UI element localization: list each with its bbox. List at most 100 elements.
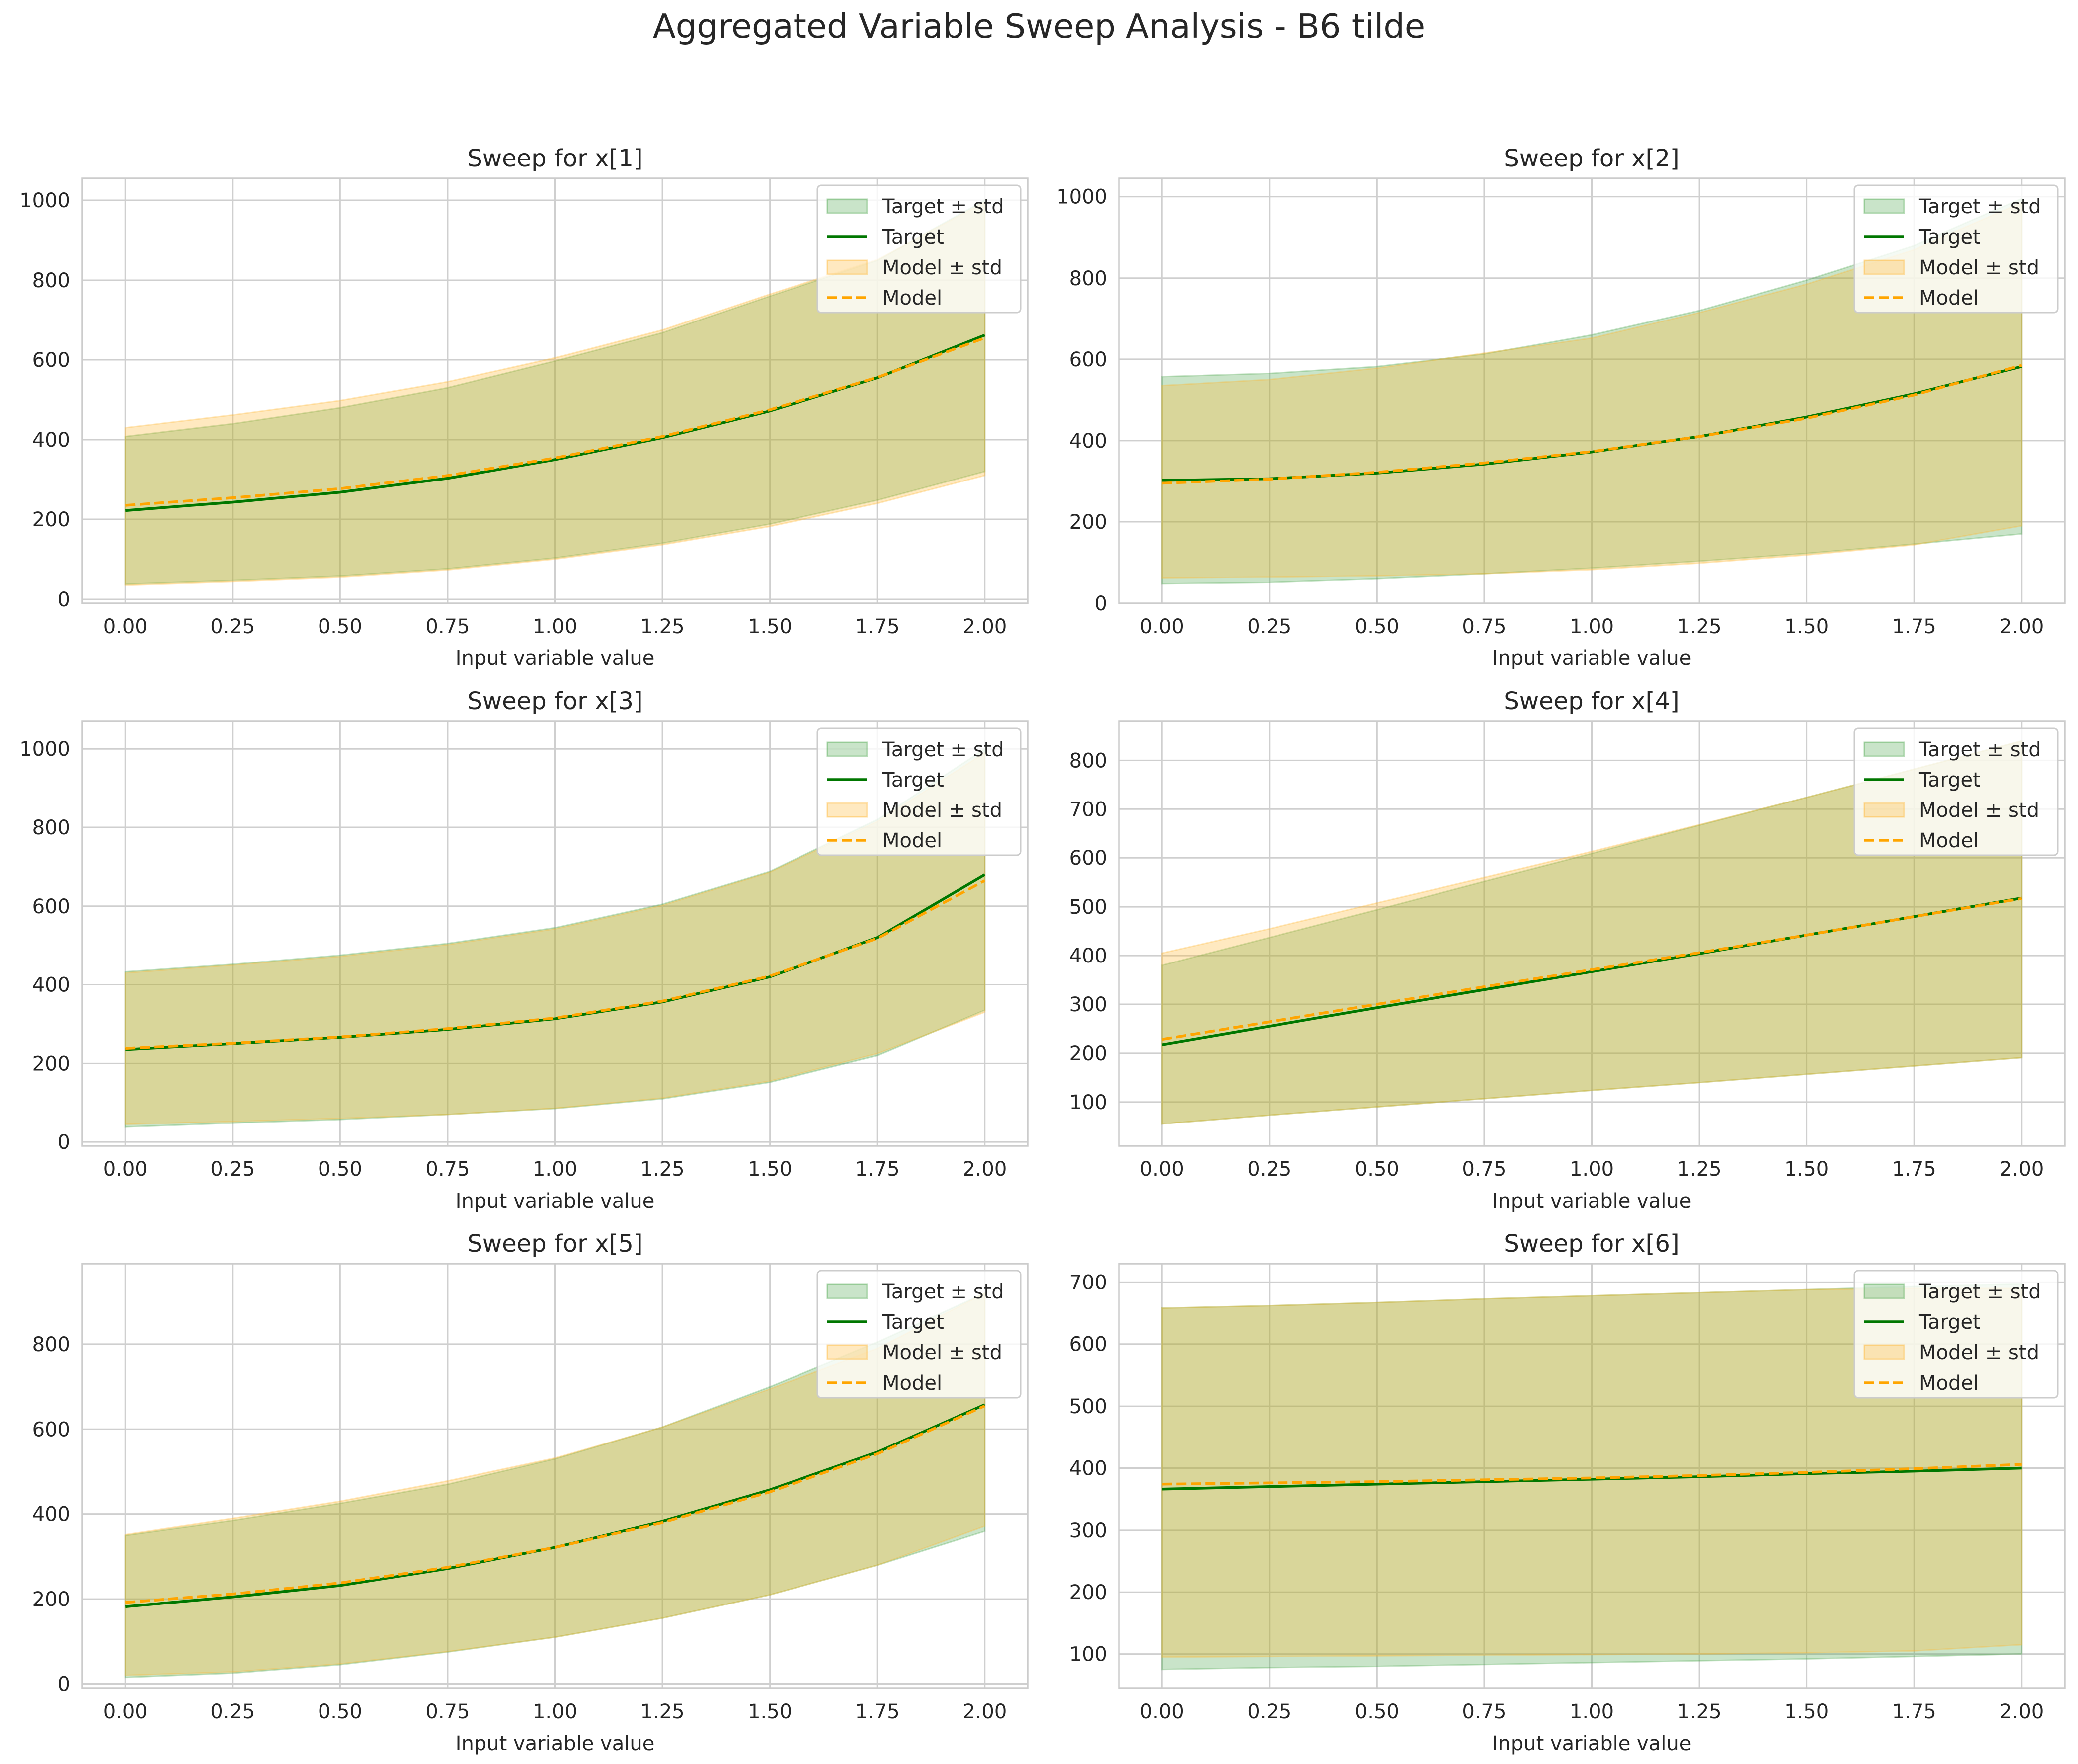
x-tick-label: 1.75	[1892, 615, 1936, 638]
legend-target-std-swatch	[826, 741, 868, 757]
x-tick-label: 0.00	[103, 615, 148, 638]
legend-model-std-swatch	[1863, 1344, 1905, 1360]
subplot-title: Sweep for x[3]	[467, 687, 642, 715]
y-tick-label: 400	[32, 974, 70, 997]
target-line	[1162, 365, 2022, 482]
x-tick-label: 1.25	[640, 1700, 685, 1723]
x-tick-label: 1.00	[1570, 615, 1614, 638]
y-tick-label: 400	[1069, 430, 1107, 453]
model-std-band	[124, 751, 986, 1125]
target-std-band	[124, 1292, 986, 1679]
x-tick-label: 1.50	[1784, 1158, 1829, 1181]
subplot-2: 0.00 0.25 0.50 0.75 1.00 1.25 1.50 1.75 2.00 0 200…	[1056, 145, 2066, 670]
y-tick-label: 1000	[1056, 186, 1107, 209]
y-tick-label: 400	[32, 429, 70, 452]
legend-frame	[816, 727, 1022, 856]
legend: Target ± std Target Model ± std Model	[816, 184, 1022, 314]
subplot-4: 0.00 0.25 0.50 0.75 1.00 1.25 1.50 1.75 2.00 100 2…	[1069, 687, 2066, 1213]
legend-label: Target ± std	[1918, 1281, 2041, 1303]
x-tick-label: 1.50	[748, 1158, 792, 1181]
subplot-3: 0.00 0.25 0.50 0.75 1.00 1.25 1.50 1.75 2.00 0 200…	[19, 687, 1029, 1213]
y-tick-label: 200	[32, 1052, 70, 1075]
y-tick-label: 300	[1069, 993, 1107, 1016]
y-tick-label: 800	[32, 816, 70, 839]
y-tick-label: 1000	[19, 738, 70, 761]
x-tick-label: 0.25	[1247, 615, 1291, 638]
y-tick-label: 0	[1095, 592, 1107, 615]
axes-frame	[1118, 1263, 2066, 1689]
model-line	[125, 879, 986, 1050]
axes-frame	[1118, 720, 2066, 1147]
legend-label: Model	[882, 287, 942, 310]
y-tick-label: 700	[1069, 1271, 1107, 1294]
legend-label: Target ± std	[1918, 195, 2041, 218]
x-tick-label: 1.25	[640, 1158, 685, 1181]
x-tick-label: 0.00	[103, 1700, 148, 1723]
legend-label: Model ± std	[1919, 256, 2039, 279]
x-tick-label: 2.00	[1999, 1158, 2044, 1181]
legend-label: Target ± std	[1918, 738, 2041, 761]
x-tick-label: 1.50	[748, 1700, 792, 1723]
legend-frame	[816, 1270, 1022, 1399]
y-tick-label: 200	[1069, 511, 1107, 534]
x-tick-label: 1.75	[1892, 1158, 1936, 1181]
target-std-band	[1161, 740, 2023, 1125]
y-tick-label: 300	[1069, 1519, 1107, 1542]
x-axis-label: Input variable value	[456, 1732, 655, 1755]
legend-target-std-swatch	[1863, 198, 1905, 214]
x-tick-label: 1.00	[533, 1158, 577, 1181]
legend-label: Target ± std	[882, 1281, 1004, 1303]
plot-area	[1161, 740, 2023, 1125]
x-tick-label: 0.50	[318, 615, 362, 638]
x-tick-label: 2.00	[1999, 615, 2044, 638]
subplot-5: 0.00 0.25 0.50 0.75 1.00 1.25 1.50 1.75 2.00 0 200…	[32, 1230, 1029, 1755]
x-tick-label: 0.75	[425, 1700, 470, 1723]
legend-target-std-swatch	[1863, 1283, 1905, 1299]
model-std-band	[124, 201, 986, 586]
legend-model-std-swatch	[826, 1344, 868, 1360]
axes-frame	[81, 177, 1029, 604]
axes-frame	[81, 720, 1029, 1147]
legend: Target ± std Target Model ± std Model	[1853, 727, 2059, 856]
y-tick-label: 200	[1069, 1042, 1107, 1065]
x-tick-label: 0.50	[1355, 1700, 1399, 1723]
y-tick-label: 0	[58, 1131, 70, 1154]
legend-label: Model ± std	[882, 799, 1002, 822]
y-tick-label: 600	[32, 1418, 70, 1441]
x-tick-label: 1.00	[533, 615, 577, 638]
x-tick-label: 0.00	[1140, 1700, 1184, 1723]
x-tick-label: 0.75	[425, 1158, 470, 1181]
x-tick-label: 1.75	[1892, 1700, 1936, 1723]
legend: Target ± std Target Model ± std Model	[1853, 1270, 2059, 1399]
legend-target-std-swatch	[1863, 741, 1905, 757]
axes-frame	[81, 1263, 1029, 1689]
y-tick-label: 100	[1069, 1091, 1107, 1114]
x-tick-label: 1.50	[748, 615, 792, 638]
target-line	[1162, 1466, 2022, 1491]
subplot-title: Sweep for x[6]	[1504, 1230, 1679, 1258]
legend-label: Target	[1918, 226, 1981, 249]
y-tick-label: 800	[32, 1333, 70, 1356]
x-tick-label: 1.75	[855, 1700, 900, 1723]
x-tick-label: 2.00	[1999, 1700, 2044, 1723]
legend-model-std-swatch	[826, 259, 868, 275]
x-axis-label: Input variable value	[1492, 647, 1692, 670]
y-tick-label: 100	[1069, 1643, 1107, 1666]
x-tick-label: 0.25	[1247, 1158, 1291, 1181]
x-tick-label: 0.00	[1140, 1158, 1184, 1181]
target-std-band	[124, 199, 986, 585]
legend-label: Model ± std	[1919, 1341, 2039, 1364]
x-tick-label: 0.50	[318, 1158, 362, 1181]
x-tick-label: 0.50	[318, 1700, 362, 1723]
legend-label: Target ± std	[882, 195, 1004, 218]
x-tick-label: 1.00	[533, 1700, 577, 1723]
legend-label: Model	[882, 1372, 942, 1395]
y-tick-label: 200	[1069, 1581, 1107, 1604]
legend-model-std-swatch	[1863, 259, 1905, 275]
y-tick-label: 0	[58, 1673, 70, 1696]
x-tick-label: 1.25	[1677, 1700, 1722, 1723]
y-tick-label: 200	[32, 1588, 70, 1611]
subplot-title: Sweep for x[5]	[467, 1230, 642, 1258]
x-tick-label: 0.25	[210, 615, 255, 638]
legend: Target ± std Target Model ± std Model	[816, 727, 1022, 856]
